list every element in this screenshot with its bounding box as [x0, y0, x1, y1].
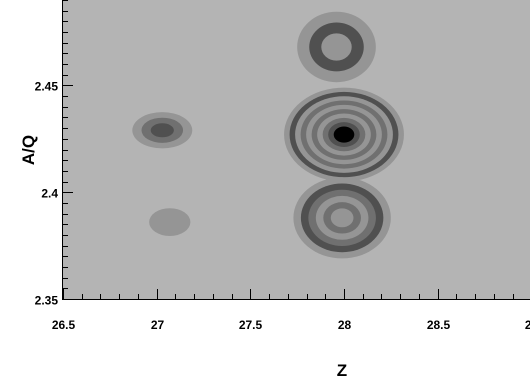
y-axis-title: A/Q [19, 135, 38, 165]
x-tick-label: 28.5 [427, 318, 451, 332]
blob-Z28-center [284, 87, 404, 182]
contour-level [149, 208, 191, 236]
blob-Z27-upper [132, 112, 193, 149]
x-tick-label: 27.5 [239, 318, 263, 332]
x-tick-label: 29 [525, 318, 530, 332]
contour-level [333, 126, 355, 143]
y-tick-label: 2.45 [35, 80, 59, 94]
x-axis-title: Z [337, 361, 347, 380]
contour-level [321, 33, 352, 61]
tick-layer: 26.5 27 27.5 28 28.5 29 2.35 2.4 2.45 [35, 0, 530, 332]
blob-Z28-upper [297, 11, 376, 83]
x-tick-label: 27 [151, 318, 165, 332]
contour-level [330, 208, 354, 228]
blob-Z28-lower [293, 177, 391, 259]
blob-Z27-lower [149, 208, 191, 236]
y-tick-label: 2.4 [41, 187, 58, 201]
contour-level [150, 123, 174, 138]
x-tick-label: 28 [338, 318, 352, 332]
blob-layer [132, 11, 404, 259]
x-tick-label: 26.5 [52, 318, 76, 332]
y-tick-label: 2.35 [35, 294, 59, 308]
